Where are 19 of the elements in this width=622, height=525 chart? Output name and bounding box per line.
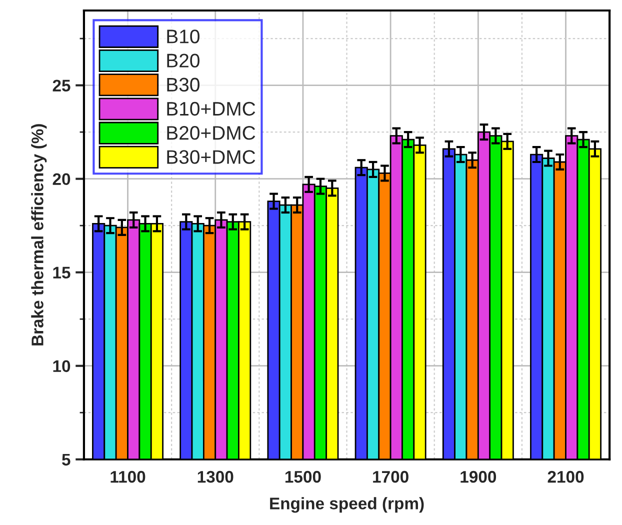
legend-label: B20 [167,54,200,68]
y-tick-label: 10 [53,360,70,372]
legend-label: B30 [167,78,200,92]
x-tick-label: 1100 [110,470,146,483]
y-tick-label: 25 [52,80,70,92]
x-axis-title: Engine speed (rpm) [270,497,424,513]
legend-label: B30+DMC [167,150,256,164]
y-tick-label: 15 [53,266,70,279]
x-tick-label: 1700 [373,470,408,483]
legend-label: B10 [167,30,200,44]
x-tick-label: 2100 [548,470,584,483]
y-tick-label: 5 [62,454,70,466]
x-tick-label: 1500 [285,470,321,483]
legend-label: B10+DMC [167,102,256,116]
legend-label: B20+DMC [167,126,256,140]
x-tick-label: 1300 [198,470,234,483]
y-tick-label: 20 [52,173,70,186]
x-tick-label: 1900 [460,470,496,483]
y-axis-title: Brake thermal efficiency (%) [31,124,47,346]
